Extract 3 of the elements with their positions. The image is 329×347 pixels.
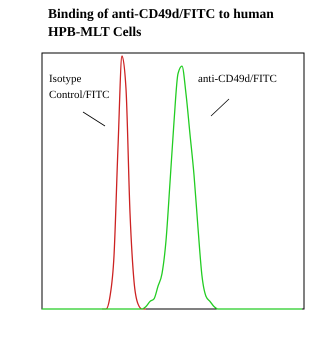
series-label: anti-CD49d/FITC: [198, 73, 277, 85]
series-label: Isotype Control/FITC: [49, 73, 110, 101]
chart-title: Binding of anti-CD49d/FITC to human HPB-MLT Cells: [48, 6, 274, 39]
